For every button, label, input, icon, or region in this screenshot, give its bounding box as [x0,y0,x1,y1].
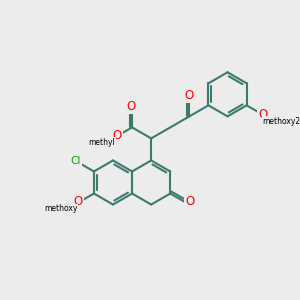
Text: Cl: Cl [70,156,81,167]
Text: O: O [184,89,194,102]
Text: O: O [185,195,194,208]
Text: O: O [113,129,122,142]
Text: methoxy: methoxy [44,204,77,213]
Text: methoxy2: methoxy2 [262,117,300,126]
Text: O: O [127,100,136,113]
Text: O: O [74,196,83,208]
Text: O: O [258,108,268,121]
Text: methyl: methyl [88,138,115,147]
